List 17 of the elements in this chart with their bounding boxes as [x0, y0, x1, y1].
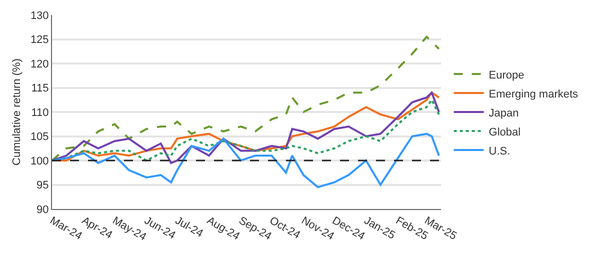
legend-label: U.S.	[488, 145, 510, 158]
legend-label: Europe	[488, 69, 524, 82]
y-tick-label: 90	[36, 204, 49, 216]
y-tick-label: 100	[30, 155, 49, 168]
y-tick-label: 115	[31, 82, 49, 95]
legend-label: Emerging markets	[488, 88, 579, 100]
y-tick-label: 125	[30, 34, 49, 46]
y-tick-label: 110	[31, 106, 49, 119]
y-tick-label: 120	[30, 58, 49, 70]
y-axis-title: Cumulative return (%)	[11, 58, 23, 166]
legend-label: Global	[488, 126, 521, 138]
y-tick-label: 105	[30, 131, 49, 144]
line-series	[52, 36, 440, 162]
legend-label: Japan	[488, 107, 519, 120]
line-series	[52, 132, 440, 188]
y-tick-label: 130	[30, 10, 49, 22]
y-tick-label: 95	[36, 180, 49, 192]
